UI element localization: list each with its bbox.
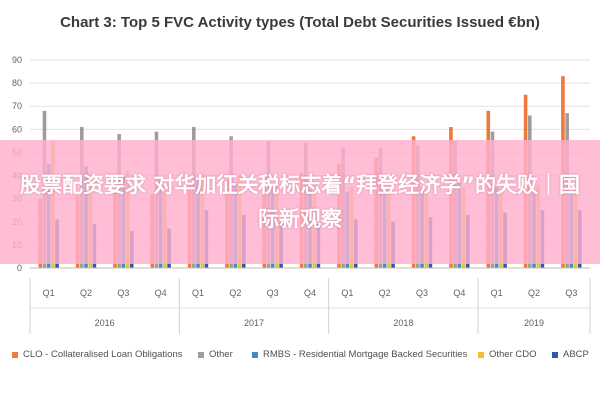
legend-label: RMBS - Residential Mortgage Backed Secur…: [263, 349, 468, 360]
x-tick-label: Q4: [453, 288, 465, 298]
x-tick-label: Q1: [341, 288, 353, 298]
x-tick-label: Q3: [117, 288, 129, 298]
x-tick-label: Q3: [267, 288, 279, 298]
banner-text: 股票配资要求 对华加征关税标志着“拜登经济学”的失败｜国际新观察: [20, 173, 580, 231]
x-tick-label: Q4: [155, 288, 167, 298]
legend-item: ABCP: [552, 349, 589, 360]
x-group-label: 2016: [95, 318, 115, 328]
legend-swatch: [478, 351, 484, 358]
x-tick-label: Q2: [229, 288, 241, 298]
y-tick-label: 70: [12, 101, 22, 111]
legend-item: CLO - Collateralised Loan Obligations: [12, 349, 182, 360]
x-tick-label: Q1: [43, 288, 55, 298]
y-tick-label: 80: [12, 78, 22, 88]
legend-label: CLO - Collateralised Loan Obligations: [23, 349, 183, 360]
x-tick-label: Q1: [491, 288, 503, 298]
x-group-label: 2017: [244, 318, 264, 328]
chart-legend: CLO - Collateralised Loan Obligations Oth…: [12, 349, 600, 365]
x-tick-label: Q4: [304, 288, 316, 298]
legend-swatch: [198, 351, 204, 358]
legend-item: Other: [198, 349, 233, 360]
legend-label: Other: [209, 349, 233, 360]
y-tick-label: 90: [12, 55, 22, 65]
x-tick-label: Q2: [379, 288, 391, 298]
legend-swatch: [252, 351, 258, 358]
chart-title: Chart 3: Top 5 FVC Activity types (Total…: [60, 14, 540, 31]
x-tick-label: Q2: [80, 288, 92, 298]
x-tick-label: Q2: [528, 288, 540, 298]
legend-label: Other CDO: [489, 349, 537, 360]
y-tick-label: 0: [17, 263, 22, 273]
legend-item: Other CDO: [478, 349, 537, 360]
y-tick-label: 60: [12, 124, 22, 134]
legend-item: RMBS - Residential Mortgage Backed Secur…: [252, 349, 467, 360]
x-tick-label: Q3: [565, 288, 577, 298]
x-tick-label: Q1: [192, 288, 204, 298]
legend-swatch: [552, 351, 558, 358]
x-group-label: 2019: [524, 318, 544, 328]
x-group-label: 2018: [393, 318, 413, 328]
legend-swatch: [12, 351, 18, 358]
x-tick-label: Q3: [416, 288, 428, 298]
banner-overlay: 股票配资要求 对华加征关税标志着“拜登经济学”的失败｜国际新观察: [0, 140, 600, 264]
legend-label: ABCP: [563, 349, 589, 360]
